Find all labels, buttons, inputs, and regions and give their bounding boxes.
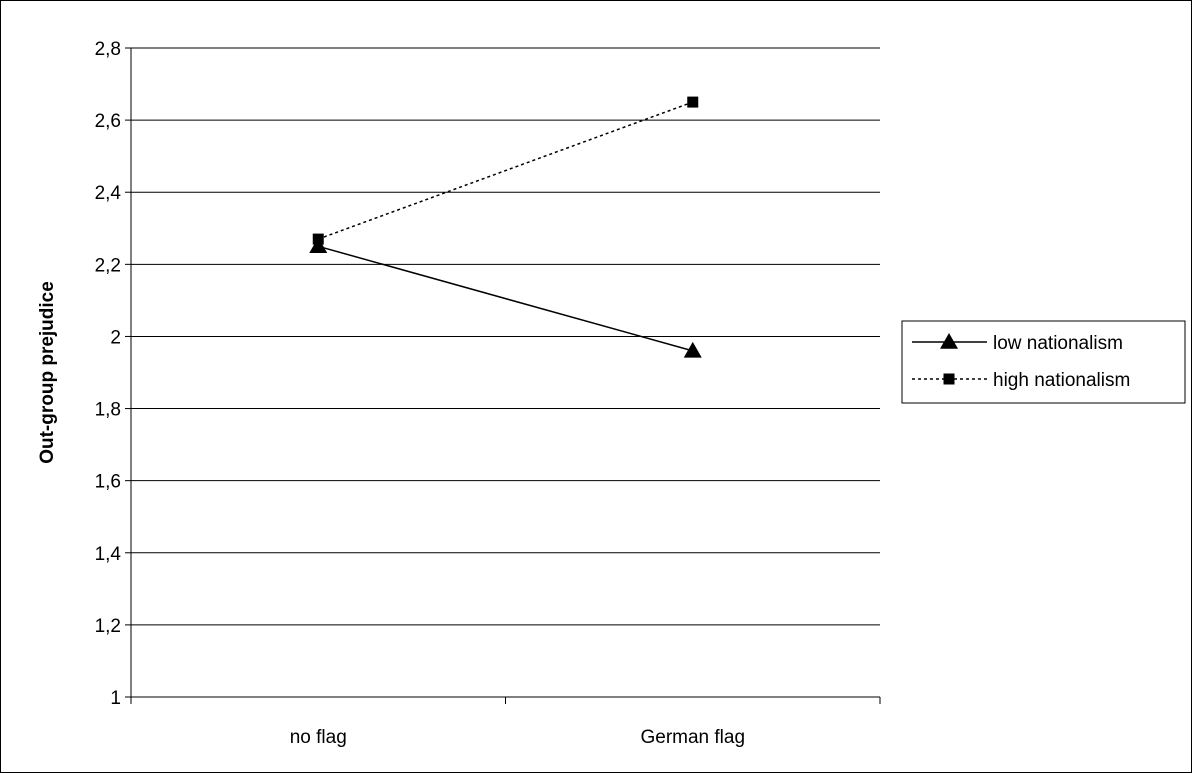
legend-label-2: high nationalism [993,370,1130,391]
x-tick-labels: no flag German flag [290,727,745,748]
x-tick-label: no flag [290,727,347,748]
y-tick-label: 2,4 [95,183,122,204]
legend-label-1: low nationalism [993,333,1123,354]
x-tick-label: German flag [640,727,745,748]
legend-marker-2 [943,373,955,385]
y-tick-label: 1,2 [95,616,121,637]
y-axis-title: Out-group prejudice [37,281,58,464]
series-point-1 [683,341,702,358]
axes [125,47,881,704]
y-tick-label: 2,8 [95,39,121,60]
y-tick-label: 1,8 [95,400,121,421]
series-point-1 [309,237,328,254]
legend: low nationalism high nationalism [901,320,1186,404]
y-tick-label: 1,6 [95,472,121,493]
legend-marker-1 [940,333,958,349]
y-tick-label: 2 [110,327,121,348]
y-tick-label: 2,6 [95,111,121,132]
y-tick-label: 1,4 [95,544,122,565]
series-line-2 [317,101,694,240]
y-tick-label: 2,2 [95,255,121,276]
series-point-2 [687,96,699,108]
series-layer [309,96,702,358]
series-line-1 [318,245,693,352]
gridlines [131,47,880,626]
series-point-2 [312,233,324,245]
y-tick-labels: 1 1,2 1,4 1,6 1,8 2 2,2 2,4 2,6 2,8 [95,39,122,709]
y-tick-label: 1 [110,688,121,709]
